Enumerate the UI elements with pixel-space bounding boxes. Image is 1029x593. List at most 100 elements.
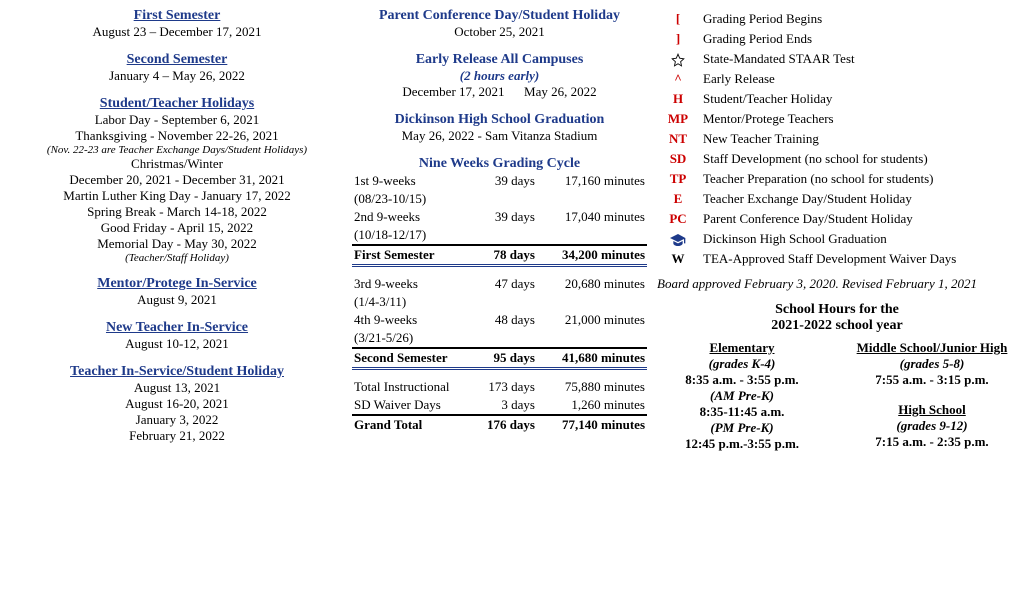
mid-time: 7:55 a.m. - 3:15 p.m. (847, 372, 1017, 388)
cell: 20,680 minutes (543, 275, 647, 293)
grading-cycle-table: 1st 9-weeks39 days17,160 minutes (08/23-… (352, 172, 647, 434)
cell: 47 days (478, 275, 543, 293)
cell: 3rd 9-weeks (352, 275, 478, 293)
school-hours-hdr: School Hours for the 2021-2022 school ye… (657, 302, 1017, 334)
elem-time: 8:35 a.m. - 3:55 p.m. (657, 372, 827, 388)
legend-text: TEA-Approved Staff Development Waiver Da… (699, 250, 1015, 268)
cell: 2nd 9-weeks (352, 208, 478, 226)
legend-table: [Grading Period Begins ]Grading Period E… (657, 8, 1017, 270)
grad-date: May 26, 2022 - Sam Vitanza Stadium (352, 128, 647, 144)
legend-text: Teacher Exchange Day/Student Holiday (699, 190, 1015, 208)
school-hours-cols: Elementary (grades K-4) 8:35 a.m. - 3:55… (657, 340, 1017, 452)
elem-title: Elementary (657, 340, 827, 356)
legend-text: State-Mandated STAAR Test (699, 50, 1015, 68)
pconf-block: Parent Conference Day/Student Holiday Oc… (352, 8, 647, 40)
second-semester-block: Second Semester January 4 – May 26, 2022 (12, 52, 342, 84)
tis-date: August 13, 2021 (12, 380, 342, 396)
legend-code: ^ (659, 70, 697, 88)
legend-text: Mentor/Protege Teachers (699, 110, 1015, 128)
holiday-line: Memorial Day - May 30, 2022 (12, 236, 342, 252)
holiday-line: Labor Day - September 6, 2021 (12, 112, 342, 128)
legend-code: W (659, 250, 697, 268)
newteacher-block: New Teacher In-Service August 10-12, 202… (12, 320, 342, 352)
pconf-hdr: Parent Conference Day/Student Holiday (352, 8, 647, 24)
cell: 75,880 minutes (543, 378, 647, 396)
cell: 34,200 minutes (543, 245, 647, 266)
cell: (10/18-12/17) (352, 226, 478, 245)
cell: Total Instructional (352, 378, 478, 396)
hours-hdr-2: 2021-2022 school year (771, 318, 902, 333)
cell: 41,680 minutes (543, 348, 647, 369)
cell: (08/23-10/15) (352, 190, 478, 208)
mid-title: Middle School/Junior High (847, 340, 1017, 356)
cell: SD Waiver Days (352, 396, 478, 415)
mid-grades: (grades 5-8) (847, 356, 1017, 372)
legend-code: MP (659, 110, 697, 128)
legend-text: Parent Conference Day/Student Holiday (699, 210, 1015, 228)
cell: First Semester (352, 245, 478, 266)
cell: 17,160 minutes (543, 172, 647, 190)
early-d1: December 17, 2021 (402, 84, 504, 99)
cell: (1/4-3/11) (352, 293, 478, 311)
cell: 95 days (478, 348, 543, 369)
holiday-note: (Teacher/Staff Holiday) (12, 252, 342, 264)
cell: 17,040 minutes (543, 208, 647, 226)
legend-code: PC (659, 210, 697, 228)
legend-code: TP (659, 170, 697, 188)
elementary-hours: Elementary (grades K-4) 8:35 a.m. - 3:55… (657, 340, 827, 452)
legend-text: Staff Development (no school for student… (699, 150, 1015, 168)
pm-prek-label: (PM Pre-K) (657, 420, 827, 436)
tis-hdr: Teacher In-Service/Student Holiday (12, 364, 342, 380)
holidays-hdr: Student/Teacher Holidays (12, 96, 342, 112)
early-dates: December 17, 2021 May 26, 2022 (352, 84, 647, 100)
early-hdr: Early Release All Campuses (352, 52, 647, 68)
holiday-line: Spring Break - March 14-18, 2022 (12, 204, 342, 220)
pconf-date: October 25, 2021 (352, 24, 647, 40)
legend-code: H (659, 90, 697, 108)
legend-text: Grading Period Begins (699, 10, 1015, 28)
cell: 77,140 minutes (543, 415, 647, 434)
holiday-line: Thanksgiving - November 22-26, 2021 (12, 128, 342, 144)
holiday-note: (Nov. 22-23 are Teacher Exchange Days/St… (12, 144, 342, 156)
legend-text: Student/Teacher Holiday (699, 90, 1015, 108)
tis-block: Teacher In-Service/Student Holiday Augus… (12, 364, 342, 444)
legend-text: Grading Period Ends (699, 30, 1015, 48)
grad-hdr: Dickinson High School Graduation (352, 112, 647, 128)
board-approved: Board approved February 3, 2020. Revised… (657, 276, 1017, 292)
second-semester-hdr: Second Semester (12, 52, 342, 68)
col-middle: Parent Conference Day/Student Holiday Oc… (352, 8, 647, 456)
early-block: Early Release All Campuses (2 hours earl… (352, 52, 647, 100)
tis-date: January 3, 2022 (12, 412, 342, 428)
legend-code: [ (659, 10, 697, 28)
cell: 48 days (478, 311, 543, 329)
legend-code: NT (659, 130, 697, 148)
first-semester-hdr: First Semester (12, 8, 342, 24)
pm-prek-time: 12:45 p.m.-3:55 p.m. (657, 436, 827, 452)
legend-code: ] (659, 30, 697, 48)
cell: 3 days (478, 396, 543, 415)
cell: 176 days (478, 415, 543, 434)
legend-text: Teacher Preparation (no school for stude… (699, 170, 1015, 188)
cell: 1st 9-weeks (352, 172, 478, 190)
page-wrap: First Semester August 23 – December 17, … (12, 8, 1017, 456)
holiday-line: December 20, 2021 - December 31, 2021 (12, 172, 342, 188)
cell: (3/21-5/26) (352, 329, 478, 348)
legend-code: SD (659, 150, 697, 168)
mentor-date: August 9, 2021 (12, 292, 342, 308)
cell: 1,260 minutes (543, 396, 647, 415)
first-semester-block: First Semester August 23 – December 17, … (12, 8, 342, 40)
hs-grades: (grades 9-12) (847, 418, 1017, 434)
cell: 39 days (478, 172, 543, 190)
tis-date: August 16-20, 2021 (12, 396, 342, 412)
newteacher-hdr: New Teacher In-Service (12, 320, 342, 336)
newteacher-date: August 10-12, 2021 (12, 336, 342, 352)
col-right: [Grading Period Begins ]Grading Period E… (657, 8, 1017, 456)
graduation-cap-icon (659, 230, 697, 248)
hours-hdr-1: School Hours for the (775, 302, 899, 317)
cell: 173 days (478, 378, 543, 396)
legend-text: Early Release (699, 70, 1015, 88)
legend-text: Dickinson High School Graduation (699, 230, 1015, 248)
mentor-block: Mentor/Protege In-Service August 9, 2021 (12, 276, 342, 308)
early-d2: May 26, 2022 (524, 84, 597, 99)
cell: Grand Total (352, 415, 478, 434)
